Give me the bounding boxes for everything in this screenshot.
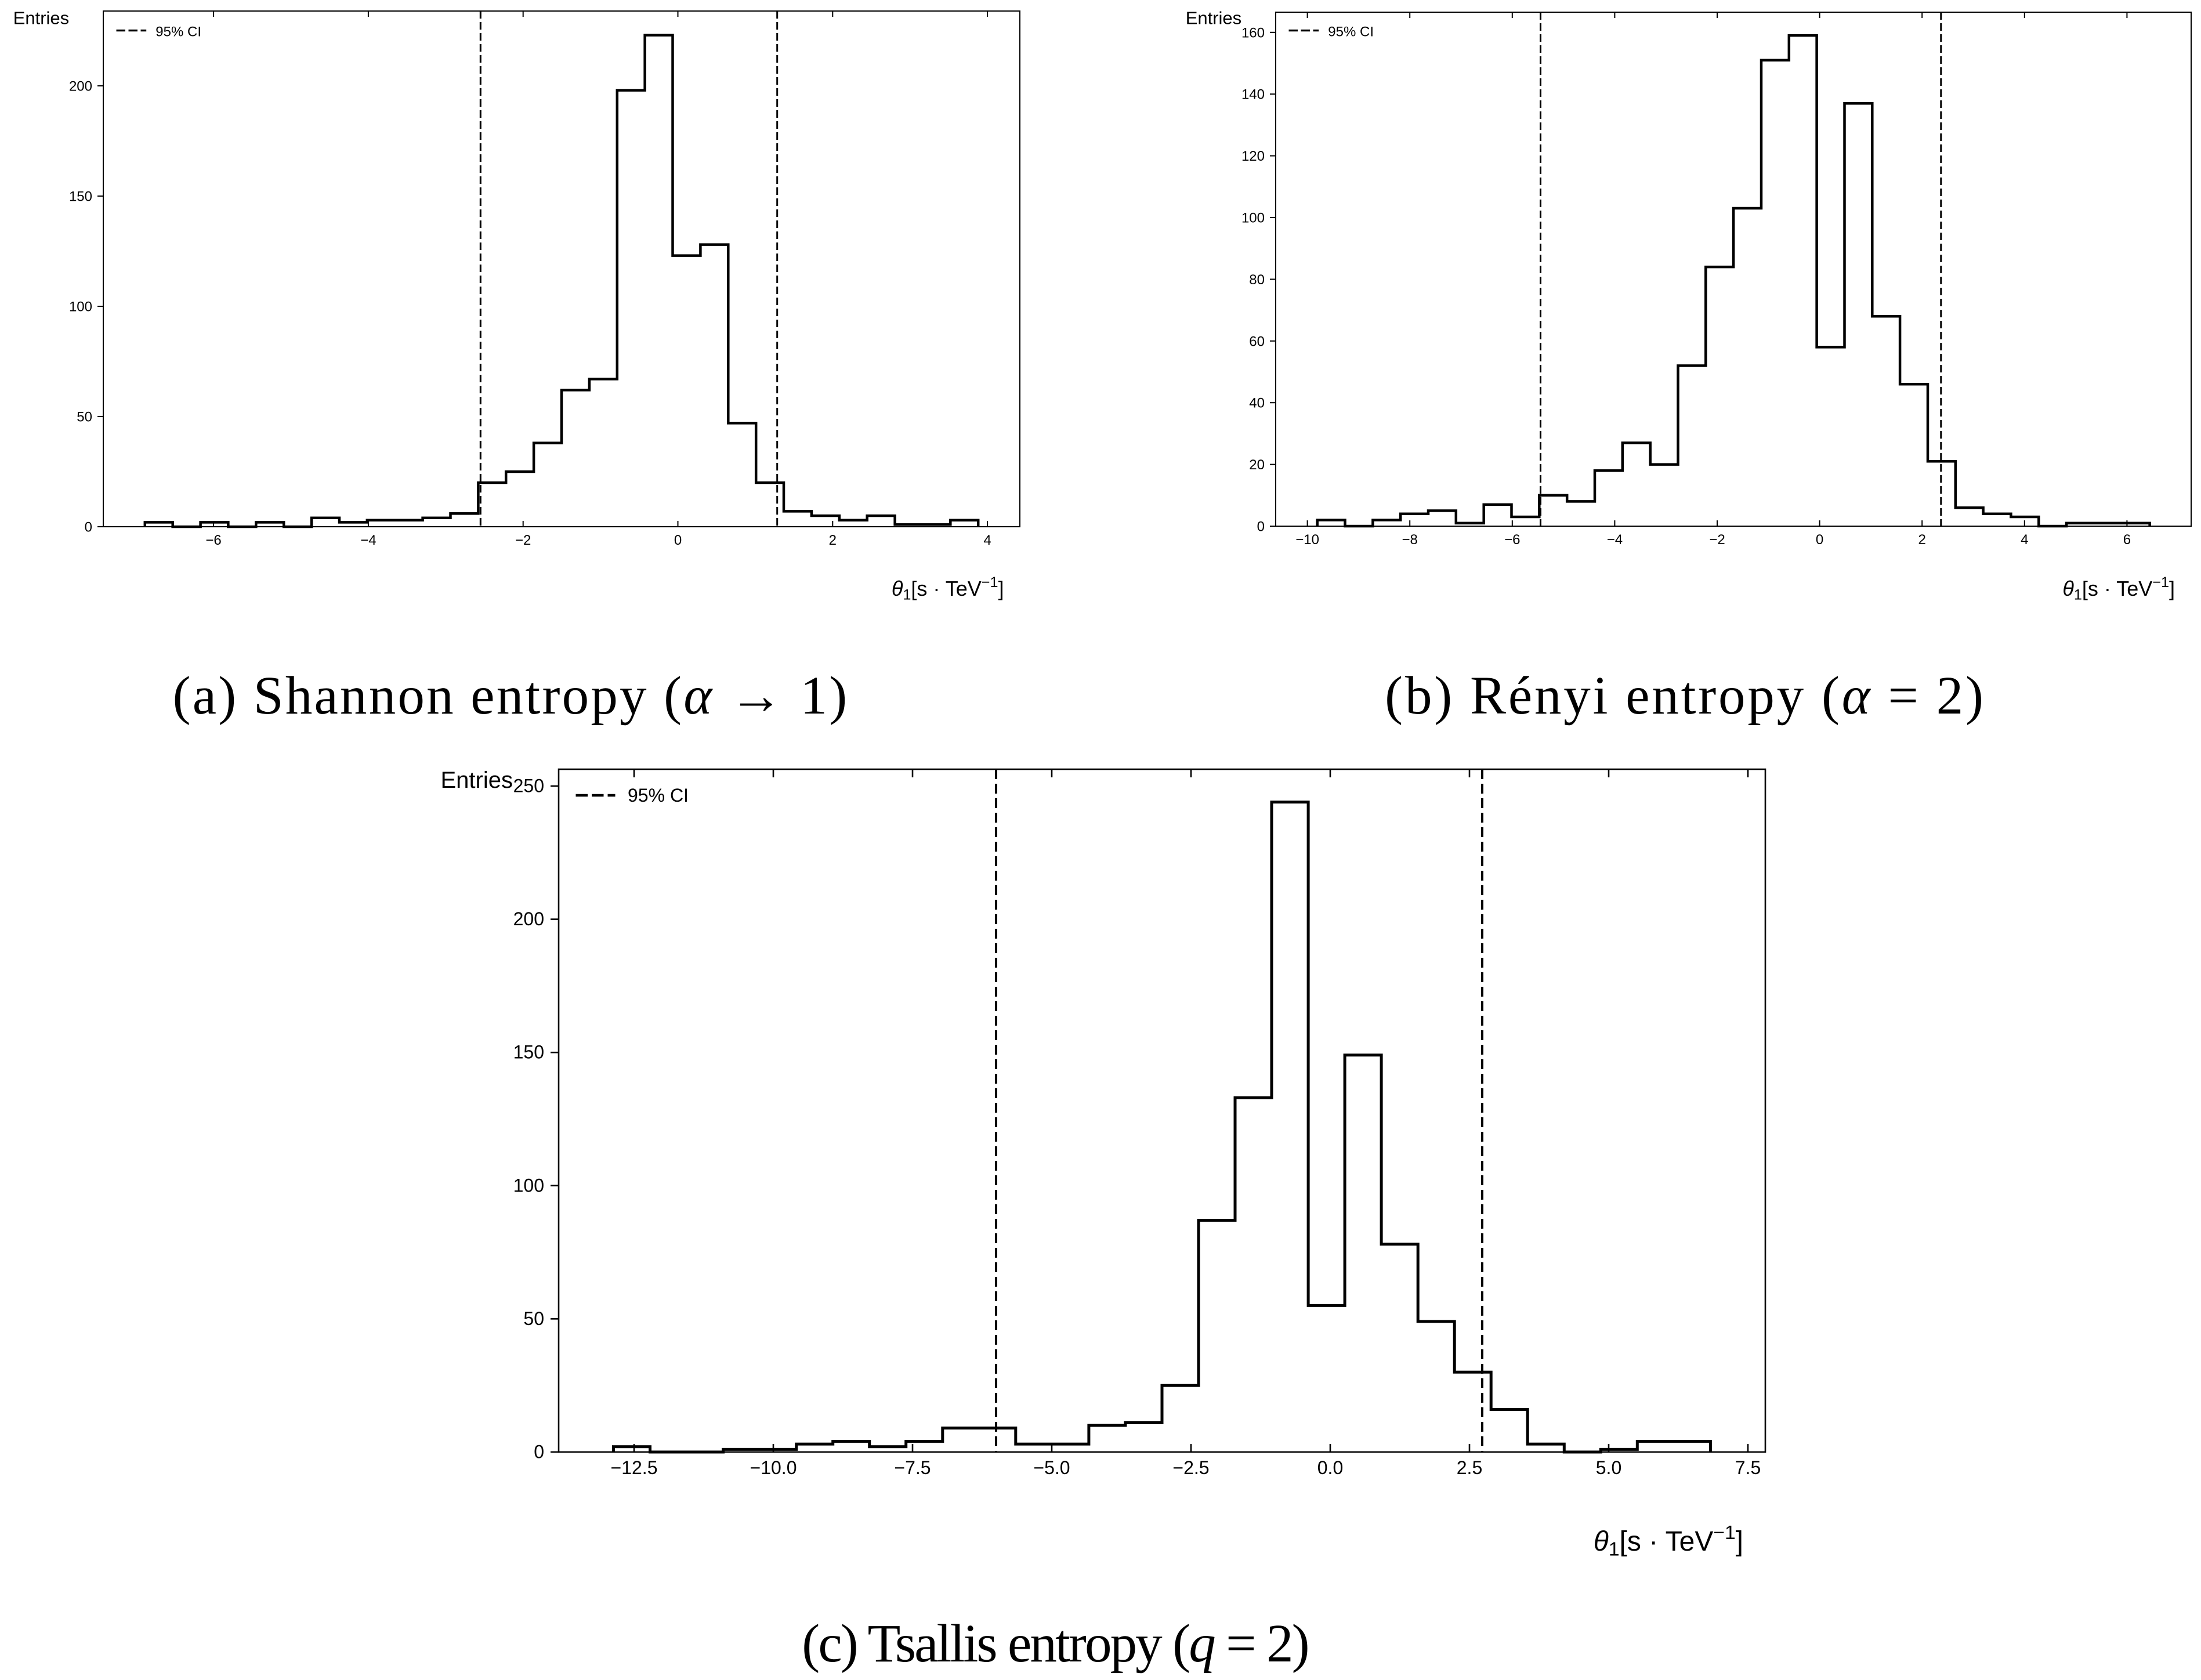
svg-text:95% CI: 95% CI [1328,24,1374,40]
svg-text:Entries: Entries [441,767,513,793]
svg-text:(b) Rényi entropy (α = 2): (b) Rényi entropy (α = 2) [1385,666,1986,726]
svg-text:100: 100 [1241,211,1265,226]
svg-text:0: 0 [674,533,682,548]
svg-text:4: 4 [2021,532,2028,548]
svg-text:150: 150 [513,1042,544,1063]
svg-text:20: 20 [1249,457,1265,473]
svg-text:−8: −8 [1402,532,1418,548]
svg-text:0: 0 [1816,532,1823,548]
svg-text:−2: −2 [1709,532,1725,548]
svg-text:Entries: Entries [13,8,69,28]
svg-text:(c) Tsallis entropy (q = 2): (c) Tsallis entropy (q = 2) [802,1614,1308,1674]
svg-text:60: 60 [1249,334,1265,349]
svg-text:95% CI: 95% CI [628,785,689,806]
svg-text:50: 50 [523,1308,544,1329]
svg-text:100: 100 [69,299,92,315]
svg-text:100: 100 [513,1175,544,1196]
svg-text:−6: −6 [205,533,221,548]
svg-text:80: 80 [1249,272,1265,288]
svg-text:−4: −4 [1607,532,1623,548]
svg-text:4: 4 [983,533,991,548]
svg-text:−5.0: −5.0 [1033,1457,1070,1478]
svg-text:−6: −6 [1504,532,1520,548]
svg-text:0: 0 [534,1442,544,1462]
svg-text:95% CI: 95% CI [155,24,201,40]
svg-text:200: 200 [513,908,544,929]
svg-text:2: 2 [829,533,837,548]
svg-text:140: 140 [1241,87,1265,103]
svg-text:5.0: 5.0 [1596,1457,1621,1478]
svg-text:150: 150 [69,189,92,205]
svg-text:θ1[s · TeV−1]: θ1[s · TeV−1] [1594,1522,1743,1560]
svg-text:0.0: 0.0 [1317,1457,1343,1478]
svg-text:−10.0: −10.0 [750,1457,797,1478]
svg-text:250: 250 [513,776,544,796]
svg-text:−7.5: −7.5 [894,1457,931,1478]
svg-text:(a) Shannon entropy (α → 1): (a) Shannon entropy (α → 1) [173,666,849,726]
svg-text:0: 0 [85,520,92,535]
svg-text:0: 0 [1257,519,1265,535]
svg-text:−12.5: −12.5 [611,1457,658,1478]
svg-text:θ1[s · TeV−1]: θ1[s · TeV−1] [2062,574,2175,603]
svg-text:160: 160 [1241,25,1265,41]
svg-text:−4: −4 [360,533,376,548]
svg-text:−2.5: −2.5 [1172,1457,1209,1478]
svg-text:Entries: Entries [1186,8,1241,28]
svg-text:120: 120 [1241,149,1265,164]
svg-text:−2: −2 [515,533,531,548]
svg-text:40: 40 [1249,396,1265,411]
svg-text:−10: −10 [1295,532,1319,548]
svg-text:50: 50 [77,410,92,425]
svg-text:2.5: 2.5 [1457,1457,1482,1478]
svg-text:200: 200 [69,79,92,95]
svg-text:2: 2 [1918,532,1926,548]
svg-text:6: 6 [2123,532,2131,548]
svg-text:θ1[s · TeV−1]: θ1[s · TeV−1] [892,574,1004,603]
svg-text:7.5: 7.5 [1735,1457,1761,1478]
